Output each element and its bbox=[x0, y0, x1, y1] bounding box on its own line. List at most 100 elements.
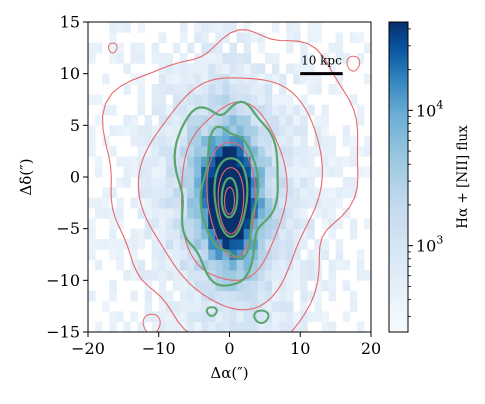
heatmap-pixel bbox=[179, 115, 188, 126]
heatmap-pixel bbox=[151, 197, 160, 209]
heatmap-pixel bbox=[158, 301, 167, 312]
heatmap-pixel bbox=[109, 53, 117, 64]
heatmap-pixel bbox=[208, 53, 216, 64]
x-axis-label: Δα(″) bbox=[210, 364, 248, 382]
heatmap-pixel bbox=[88, 53, 96, 64]
heatmap-pixel bbox=[222, 290, 230, 302]
heatmap-pixel bbox=[257, 197, 266, 209]
heatmap-pixel bbox=[201, 270, 209, 281]
heatmap-pixel bbox=[165, 311, 174, 323]
heatmap-pixel bbox=[215, 166, 223, 178]
heatmap-pixel bbox=[363, 166, 371, 178]
heatmap-pixel bbox=[158, 104, 167, 116]
heatmap-pixel bbox=[349, 156, 358, 168]
heatmap-pixel bbox=[165, 63, 174, 75]
heatmap-pixel bbox=[158, 249, 167, 261]
heatmap-pixel bbox=[215, 84, 223, 95]
heatmap-pixel bbox=[229, 166, 237, 178]
heatmap-pixel bbox=[187, 270, 195, 281]
heatmap-pixel bbox=[271, 239, 280, 250]
heatmap-pixel bbox=[300, 125, 308, 137]
heatmap-pixel bbox=[243, 63, 252, 75]
heatmap-pixel bbox=[201, 187, 209, 199]
heatmap-pixel bbox=[300, 270, 308, 281]
stellar-contour-line bbox=[180, 101, 288, 281]
heatmap-pixel bbox=[208, 249, 216, 261]
heatmap-pixel bbox=[257, 104, 266, 116]
heatmap-pixel bbox=[236, 197, 245, 209]
heatmap-pixel bbox=[215, 208, 223, 219]
heatmap-pixel bbox=[109, 125, 117, 137]
heatmap-pixel bbox=[271, 125, 280, 137]
heatmap-pixel bbox=[187, 208, 195, 219]
heatmap-pixel bbox=[293, 166, 301, 178]
heatmap-pixel bbox=[95, 197, 103, 209]
heatmap-pixel bbox=[279, 197, 287, 209]
scale-bar-label: 10 kpc bbox=[301, 54, 342, 68]
heatmap-pixel bbox=[144, 290, 153, 302]
heatmap-pixel bbox=[271, 115, 280, 126]
heatmap-pixel bbox=[293, 22, 301, 33]
heatmap-pixel bbox=[130, 166, 138, 178]
heatmap-pixel bbox=[215, 125, 223, 137]
heatmap-pixel bbox=[179, 290, 188, 302]
heatmap-pixel bbox=[286, 321, 294, 332]
heatmap-pixel bbox=[109, 42, 117, 54]
heatmap-pixel bbox=[307, 166, 315, 178]
heatmap-pixel bbox=[257, 321, 266, 332]
heatmap-pixel bbox=[158, 125, 167, 137]
heatmap-pixel bbox=[243, 115, 252, 126]
heatmap-pixel bbox=[116, 208, 124, 219]
heatmap-pixel bbox=[257, 177, 266, 188]
heatmap-pixel bbox=[172, 321, 181, 332]
heatmap-pixel bbox=[243, 290, 252, 302]
heatmap-pixel bbox=[328, 187, 337, 199]
heatmap-pixel bbox=[172, 177, 181, 188]
heatmap-pixel bbox=[271, 94, 280, 106]
heatmap-pixel bbox=[264, 53, 273, 64]
heatmap-pixel bbox=[123, 115, 131, 126]
heatmap-pixel bbox=[88, 125, 96, 137]
heatmap-pixel bbox=[229, 218, 237, 230]
heatmap-pixel bbox=[335, 84, 344, 95]
halpha-contour-island bbox=[253, 309, 270, 324]
heatmap-pixel bbox=[88, 218, 96, 230]
heatmap-pixel bbox=[187, 177, 195, 188]
heatmap-pixel bbox=[264, 115, 273, 126]
heatmap-pixel bbox=[208, 73, 216, 85]
heatmap-pixel bbox=[257, 125, 266, 137]
heatmap-pixel bbox=[321, 156, 329, 168]
heatmap-pixel bbox=[314, 311, 322, 323]
heatmap-pixel bbox=[250, 94, 259, 106]
heatmap-pixel bbox=[335, 218, 344, 230]
heatmap-pixel bbox=[208, 115, 216, 126]
heatmap-pixel bbox=[314, 239, 322, 250]
heatmap-pixel bbox=[229, 135, 237, 147]
heatmap-pixel bbox=[95, 115, 103, 126]
heatmap-pixel bbox=[314, 301, 322, 312]
heatmap-pixel bbox=[307, 228, 315, 240]
heatmap-pixel bbox=[236, 239, 245, 250]
heatmap-pixel bbox=[172, 63, 181, 75]
heatmap-pixel bbox=[250, 63, 259, 75]
heatmap-pixel bbox=[264, 166, 273, 178]
heatmap-pixel bbox=[95, 156, 103, 168]
heatmap-pixel bbox=[243, 218, 252, 230]
stellar-contour-line bbox=[217, 167, 245, 235]
heatmap-pixel bbox=[208, 84, 216, 95]
heatmap-pixel bbox=[137, 73, 145, 85]
heatmap-pixel bbox=[201, 239, 209, 250]
heatmap-pixel bbox=[243, 73, 252, 85]
heatmap-pixel bbox=[137, 321, 145, 332]
heatmap-pixel bbox=[293, 104, 301, 116]
heatmap-pixel bbox=[158, 259, 167, 271]
heatmap-pixel bbox=[314, 73, 322, 85]
heatmap-pixel bbox=[208, 290, 216, 302]
heatmap-pixel bbox=[328, 280, 337, 292]
heatmap-pixel bbox=[279, 321, 287, 332]
heatmap-pixel bbox=[172, 239, 181, 250]
heatmap-pixel bbox=[165, 84, 174, 95]
heatmap-pixel bbox=[321, 115, 329, 126]
heatmap-pixel bbox=[314, 32, 322, 44]
heatmap-pixel bbox=[137, 42, 145, 54]
